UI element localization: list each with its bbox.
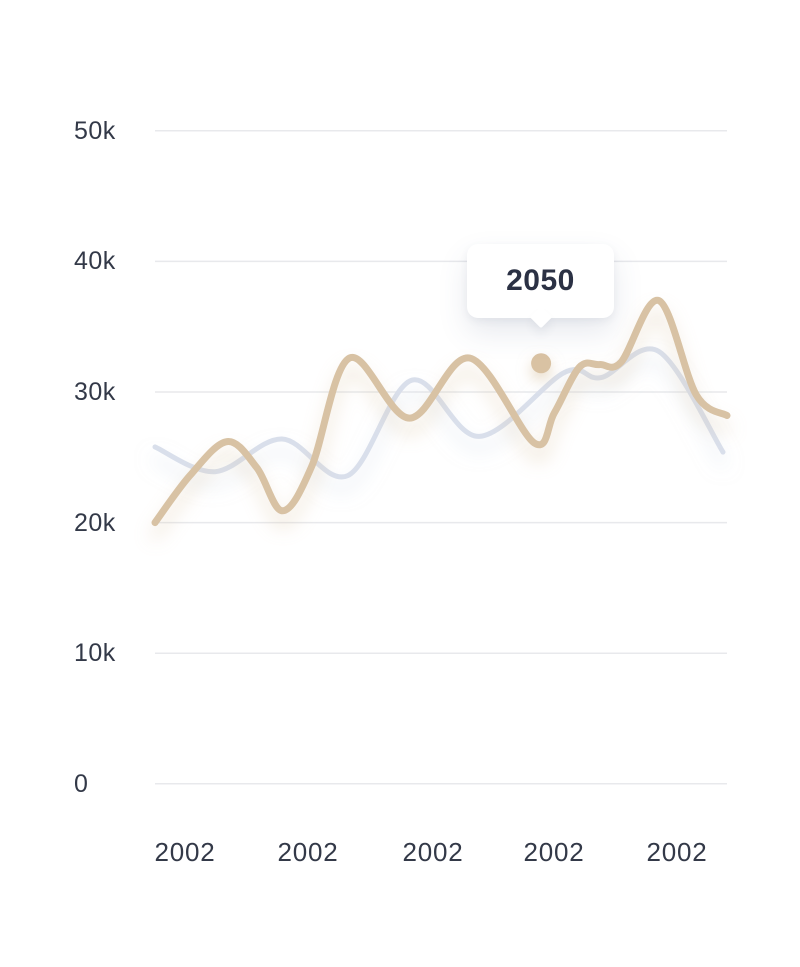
y-axis-tick-label: 10k bbox=[74, 639, 116, 667]
y-axis-tick-label: 50k bbox=[74, 117, 116, 145]
y-axis-tick-label: 20k bbox=[74, 509, 116, 537]
y-axis-tick-label: 40k bbox=[74, 247, 116, 275]
x-axis-tick-label: 2002 bbox=[277, 837, 339, 867]
y-axis-tick-label: 30k bbox=[74, 378, 116, 406]
x-axis-tick-label: 2002 bbox=[402, 837, 464, 867]
tooltip-value: 2050 bbox=[506, 264, 575, 297]
series-line-comparison bbox=[152, 346, 726, 480]
x-axis-tick-label: 2002 bbox=[523, 837, 585, 867]
marker-dot[interactable] bbox=[531, 353, 552, 374]
x-axis-tick-label: 2002 bbox=[154, 837, 216, 867]
x-axis-tick-label: 2002 bbox=[646, 837, 708, 867]
y-axis-tick-label: 0 bbox=[74, 770, 89, 798]
series-line-main bbox=[151, 297, 731, 527]
tooltip: 2050 bbox=[467, 244, 614, 329]
